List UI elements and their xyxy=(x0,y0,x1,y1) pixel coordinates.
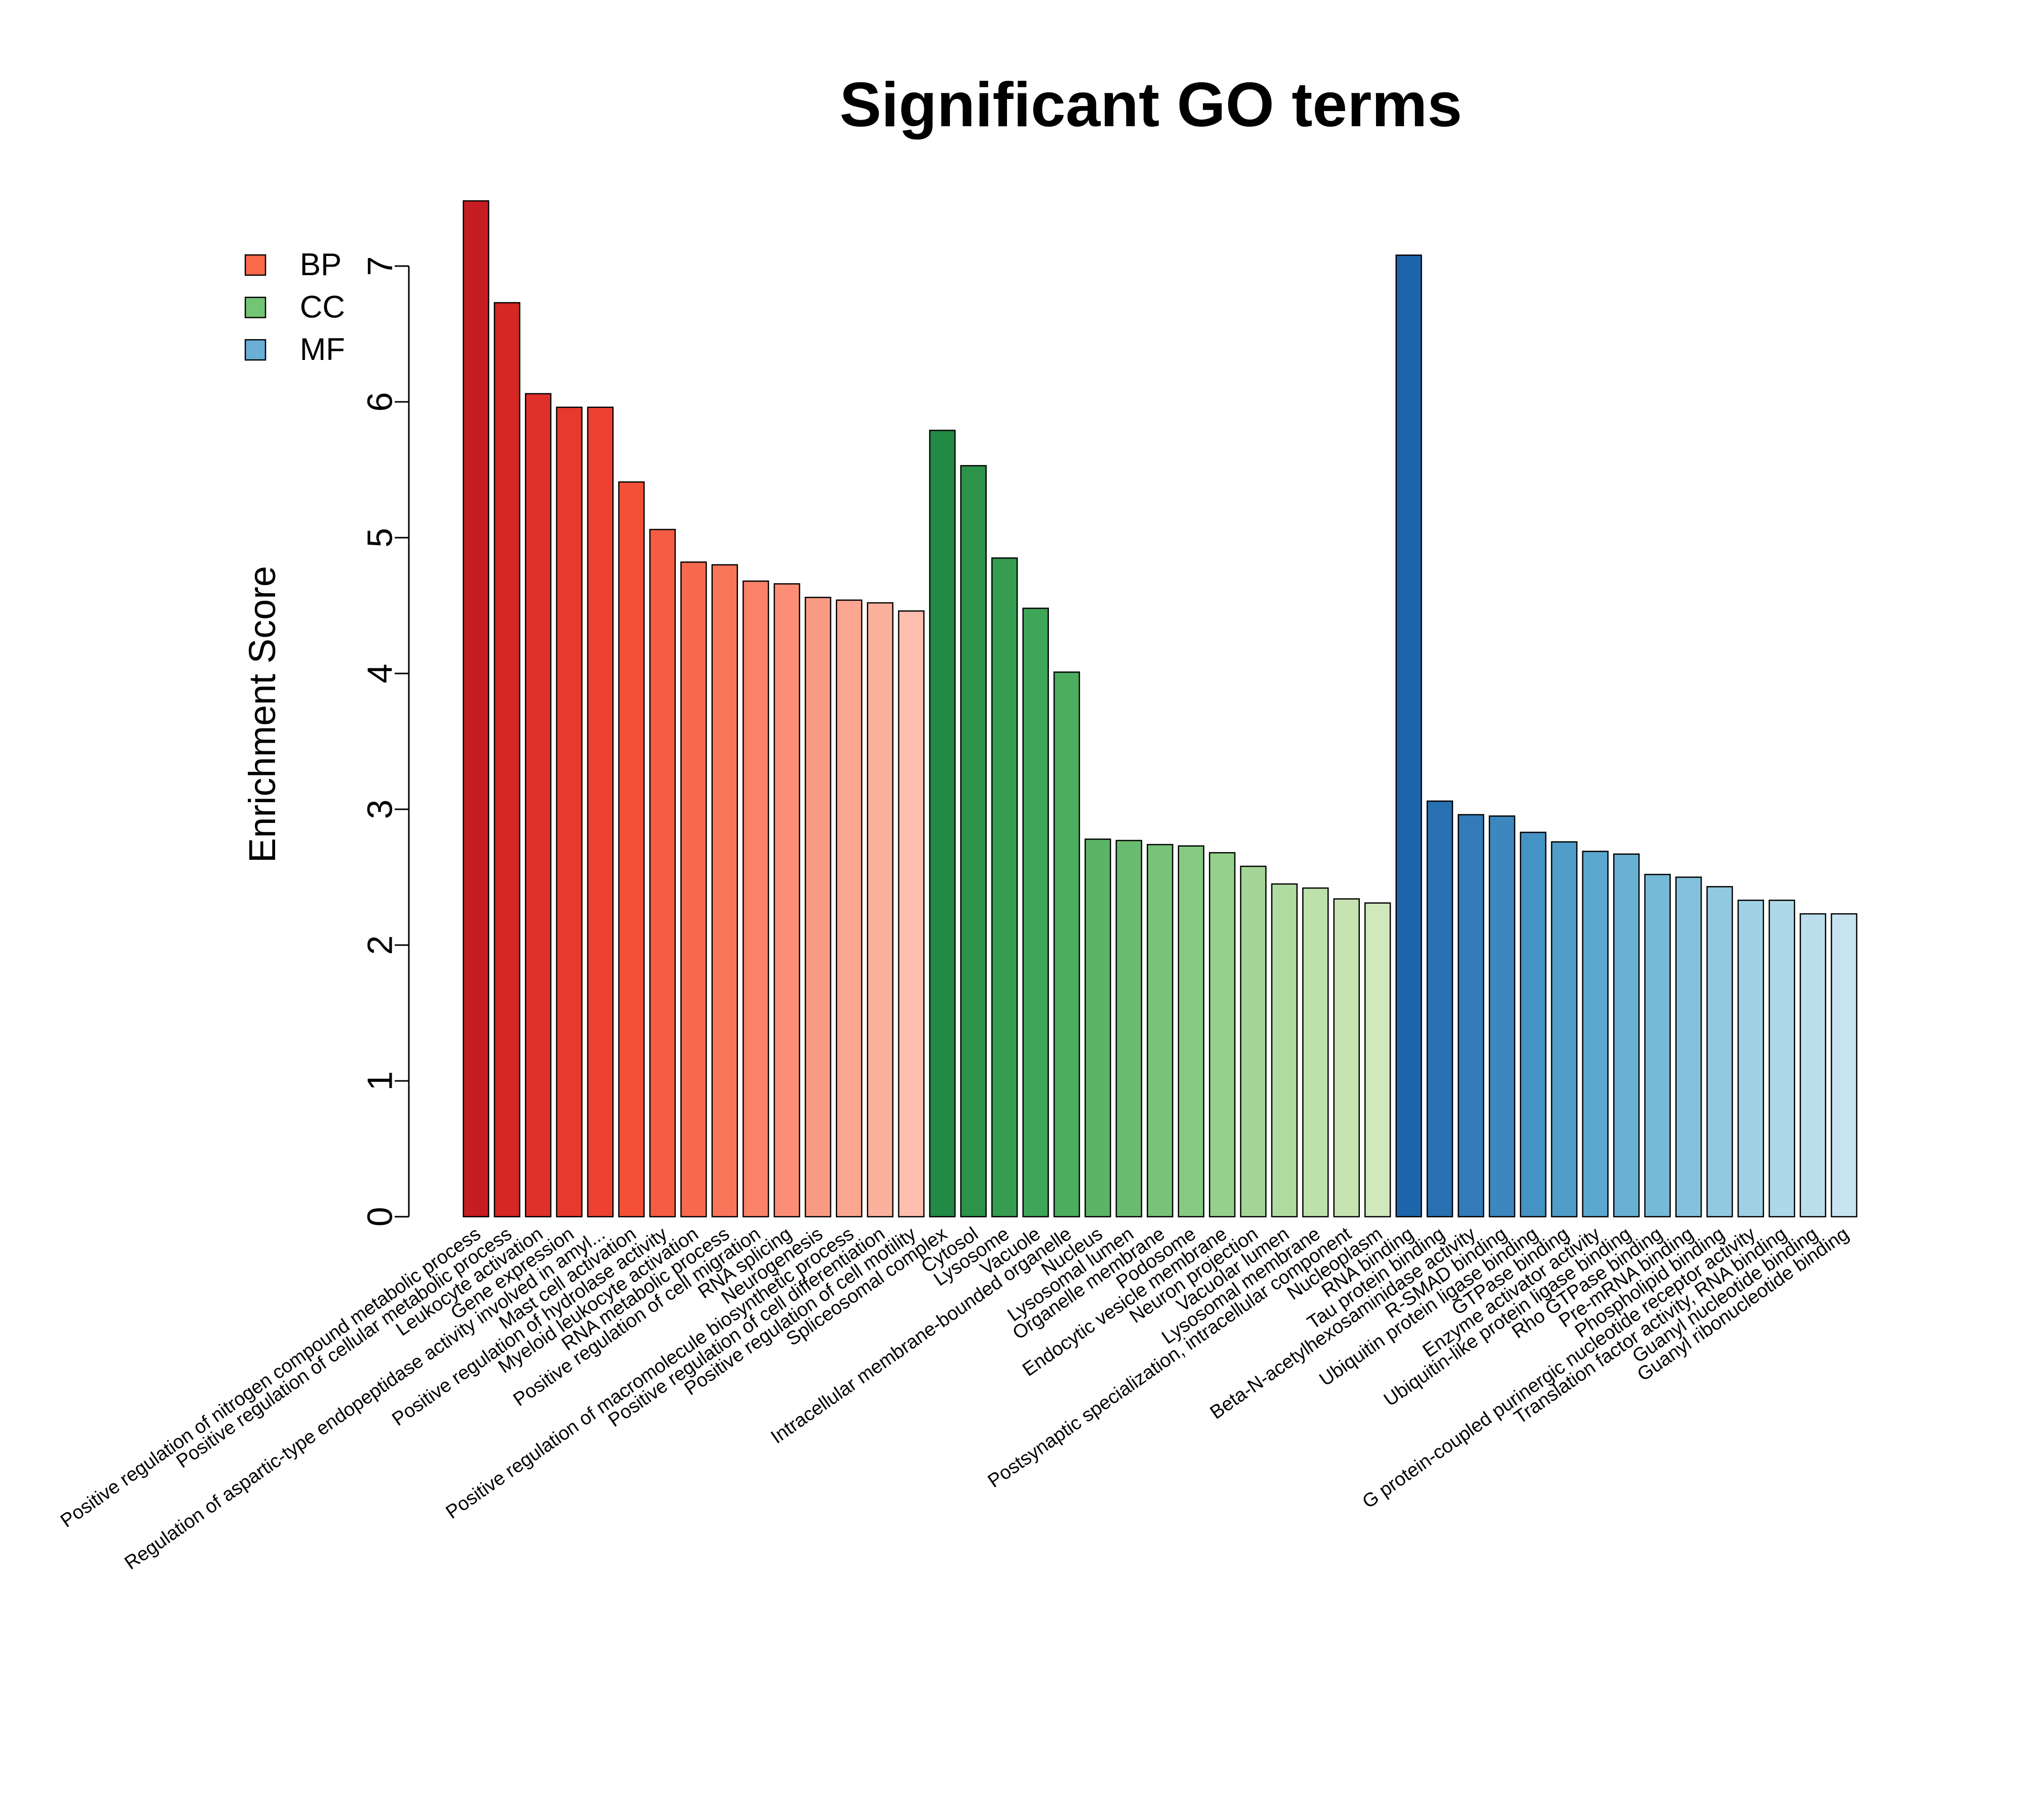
bar xyxy=(835,599,863,1218)
bar xyxy=(1209,852,1236,1218)
bar xyxy=(805,597,831,1218)
y-tick-label: 2 xyxy=(360,935,399,955)
bar xyxy=(1768,899,1795,1218)
x-axis-tick-labels: Positive regulation of nitrogen compound… xyxy=(57,1223,1852,1574)
bar xyxy=(587,406,614,1218)
y-tick-label: 7 xyxy=(360,256,399,276)
bar xyxy=(680,561,707,1218)
bar xyxy=(960,465,987,1218)
bar xyxy=(1178,845,1205,1218)
bar xyxy=(1115,840,1142,1218)
y-tick-label: 1 xyxy=(360,1071,399,1091)
chart-title: Significant GO terms xyxy=(839,70,1462,140)
bar xyxy=(1053,671,1080,1218)
bar xyxy=(1240,865,1267,1218)
bar xyxy=(1551,841,1578,1218)
y-axis-label: Enrichment Score xyxy=(241,566,283,863)
bar xyxy=(556,406,583,1218)
bar xyxy=(1426,800,1453,1218)
bar xyxy=(1146,844,1174,1218)
legend-swatch xyxy=(244,296,267,319)
bar xyxy=(711,564,738,1218)
bar xyxy=(1395,254,1422,1218)
legend: BP CC MF xyxy=(244,247,345,367)
bar xyxy=(867,602,894,1218)
y-tick-label: 4 xyxy=(360,664,399,684)
bar xyxy=(618,481,645,1218)
legend-label: CC xyxy=(300,290,345,325)
bar xyxy=(898,610,925,1218)
y-axis: 0 1 2 3 4 5 6 7 xyxy=(360,256,410,1227)
bar xyxy=(1520,831,1547,1218)
y-tick-label: 6 xyxy=(360,392,399,412)
bar xyxy=(1582,851,1609,1218)
legend-swatch xyxy=(244,339,267,361)
legend-label: BP xyxy=(300,247,342,282)
x-tick-label: Positive regulation of cellular metaboli… xyxy=(173,1223,516,1473)
bar xyxy=(494,302,520,1218)
bar xyxy=(1364,902,1391,1218)
bar xyxy=(649,529,676,1218)
bar xyxy=(1333,898,1360,1218)
bar xyxy=(773,583,801,1218)
bar xyxy=(1489,815,1516,1218)
bar xyxy=(1271,883,1298,1218)
bar xyxy=(991,557,1018,1218)
bar xyxy=(462,200,490,1218)
bar xyxy=(742,580,769,1218)
bar xyxy=(929,430,956,1218)
bar xyxy=(524,393,552,1218)
bar xyxy=(1457,814,1484,1218)
bar xyxy=(1084,838,1111,1218)
bar xyxy=(1302,887,1329,1218)
x-tick-label: Positive regulation of nitrogen compound… xyxy=(57,1223,485,1532)
bar xyxy=(1737,899,1764,1218)
bar xyxy=(1706,886,1733,1218)
legend-label: MF xyxy=(300,332,345,367)
bar xyxy=(1831,913,1857,1218)
y-tick-label: 0 xyxy=(360,1207,399,1227)
bar xyxy=(1613,853,1640,1218)
y-tick-label: 5 xyxy=(360,528,399,548)
bar xyxy=(1675,876,1702,1218)
bar xyxy=(1022,607,1049,1218)
bar xyxy=(1644,873,1671,1218)
bar xyxy=(1799,913,1827,1218)
legend-swatch xyxy=(244,254,267,276)
bars-group xyxy=(462,200,1857,1218)
y-tick-label: 3 xyxy=(360,800,399,819)
